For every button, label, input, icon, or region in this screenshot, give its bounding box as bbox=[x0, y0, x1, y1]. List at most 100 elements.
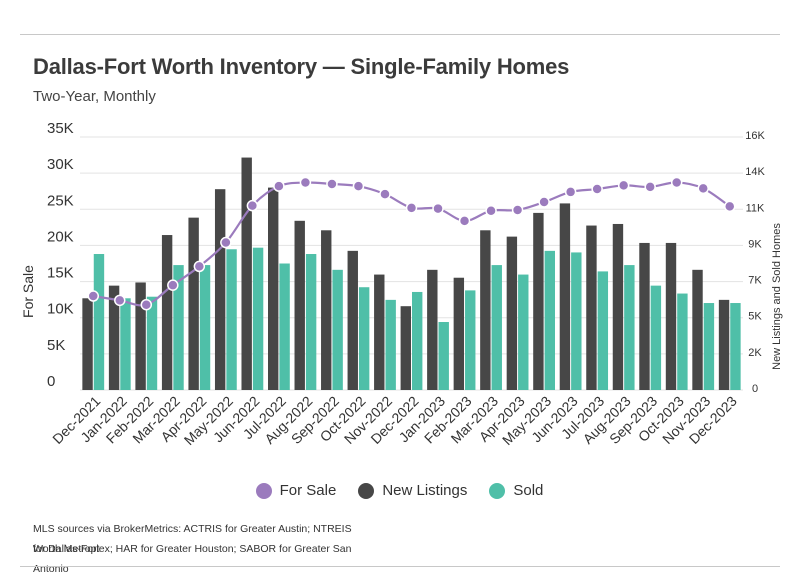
bar-new-listings bbox=[268, 187, 279, 390]
bar-new-listings bbox=[294, 220, 305, 390]
point-for-sale bbox=[432, 202, 444, 215]
legend-item-new-listings: New Listings bbox=[358, 482, 467, 499]
y-tick-label: 0 bbox=[47, 373, 55, 390]
bar-new-listings bbox=[161, 235, 173, 390]
bar-new-listings bbox=[453, 277, 465, 390]
bar-new-listings bbox=[718, 299, 730, 390]
y-tick-label: 20K bbox=[47, 228, 74, 245]
source-note-line-1: MLS sources via BrokerMetrics: ACTRIS fo… bbox=[33, 523, 352, 555]
bar-sold bbox=[173, 265, 184, 390]
point-for-sale bbox=[538, 196, 550, 208]
point-for-sale bbox=[617, 179, 630, 192]
bar-sold bbox=[491, 265, 502, 390]
chart-subtitle: Two-Year, Monthly bbox=[33, 88, 156, 105]
point-for-sale bbox=[114, 294, 126, 307]
y-tick-label: 35K bbox=[47, 120, 74, 137]
bar-sold bbox=[279, 263, 290, 390]
legend-swatch-sold bbox=[489, 482, 506, 499]
legend-label-new-listings: New Listings bbox=[382, 482, 468, 499]
legend-label-for-sale: For Sale bbox=[279, 482, 337, 499]
y2-tick-label: 7K bbox=[748, 275, 762, 287]
bar-new-listings bbox=[639, 242, 650, 390]
chart-title: Dallas-Fort Worth Inventory — Single-Fam… bbox=[33, 54, 570, 79]
bar-new-listings bbox=[612, 223, 624, 390]
bar-new-listings bbox=[400, 306, 411, 390]
y-tick-label: 10K bbox=[47, 301, 74, 318]
bar-new-listings bbox=[241, 157, 252, 390]
y-tick-label: 5K bbox=[47, 337, 65, 354]
point-for-sale bbox=[193, 260, 206, 273]
point-for-sale bbox=[485, 204, 497, 217]
point-for-sale bbox=[644, 181, 656, 193]
y2-tick-label: 2K bbox=[748, 347, 762, 359]
y2-tick-label: 0 bbox=[752, 383, 758, 395]
y2-tick-label: 9K bbox=[748, 238, 762, 250]
bar-new-listings bbox=[559, 203, 571, 390]
legend-swatch-for-sale bbox=[255, 482, 272, 499]
bar-new-listings bbox=[321, 230, 332, 390]
point-for-sale bbox=[299, 176, 312, 189]
point-for-sale bbox=[379, 188, 391, 200]
bar-sold bbox=[358, 287, 370, 390]
point-for-sale bbox=[87, 290, 100, 302]
bar-sold bbox=[438, 322, 449, 390]
point-for-sale bbox=[246, 199, 259, 212]
bar-sold bbox=[199, 265, 211, 390]
point-for-sale bbox=[670, 176, 683, 189]
y2-tick-label: 16K bbox=[745, 130, 765, 142]
bar-sold bbox=[120, 298, 131, 390]
bar-sold bbox=[93, 254, 105, 390]
y-axis-title: For Sale bbox=[20, 265, 36, 318]
bar-sold bbox=[385, 299, 396, 390]
point-for-sale bbox=[564, 186, 577, 198]
legend-swatch-new-listings bbox=[358, 482, 375, 499]
bar-sold bbox=[544, 250, 555, 390]
bar-sold bbox=[730, 303, 741, 390]
y-tick-label: 15K bbox=[47, 265, 74, 282]
bar-sold bbox=[305, 254, 317, 390]
bar-new-listings bbox=[214, 189, 226, 390]
bar-sold bbox=[703, 303, 715, 390]
bar-sold bbox=[226, 249, 237, 390]
bar-sold bbox=[146, 296, 158, 390]
bar-sold bbox=[597, 271, 609, 390]
point-for-sale bbox=[405, 202, 418, 214]
y2-axis-title: New Listings and Sold Homes bbox=[771, 223, 783, 370]
point-for-sale bbox=[167, 279, 179, 291]
bar-sold bbox=[252, 247, 264, 390]
point-for-sale bbox=[511, 204, 524, 216]
point-for-sale bbox=[326, 178, 338, 190]
bar-new-listings bbox=[374, 274, 385, 390]
point-for-sale bbox=[352, 180, 365, 192]
bar-sold bbox=[650, 285, 662, 390]
bar-new-listings bbox=[665, 242, 677, 390]
legend-label-sold: Sold bbox=[513, 482, 544, 499]
legend-item-for-sale: For Sale bbox=[255, 482, 337, 499]
bar-new-listings bbox=[533, 212, 544, 390]
bottom-rule bbox=[20, 566, 780, 567]
point-for-sale bbox=[273, 180, 285, 192]
bar-sold bbox=[624, 265, 635, 390]
bar-sold bbox=[677, 293, 688, 390]
point-for-sale bbox=[591, 183, 603, 195]
top-rule bbox=[20, 34, 780, 35]
bar-new-listings bbox=[108, 285, 120, 390]
bar-new-listings bbox=[135, 282, 146, 390]
bar-new-listings bbox=[692, 269, 703, 390]
bar-new-listings bbox=[506, 236, 518, 390]
bar-sold bbox=[518, 274, 529, 390]
bar-new-listings bbox=[427, 269, 438, 390]
bar-new-listings bbox=[586, 225, 597, 390]
legend: For Sale New Listings Sold bbox=[0, 482, 799, 499]
bar-sold bbox=[412, 291, 423, 390]
point-for-sale bbox=[697, 182, 709, 195]
point-for-sale bbox=[723, 200, 736, 213]
point-for-sale bbox=[140, 298, 153, 311]
point-for-sale bbox=[220, 236, 232, 249]
y2-tick-label: 14K bbox=[745, 166, 765, 178]
bar-new-listings bbox=[480, 230, 491, 390]
bar-new-listings bbox=[188, 217, 199, 390]
legend-item-sold: Sold bbox=[489, 482, 543, 499]
point-for-sale bbox=[458, 215, 471, 227]
